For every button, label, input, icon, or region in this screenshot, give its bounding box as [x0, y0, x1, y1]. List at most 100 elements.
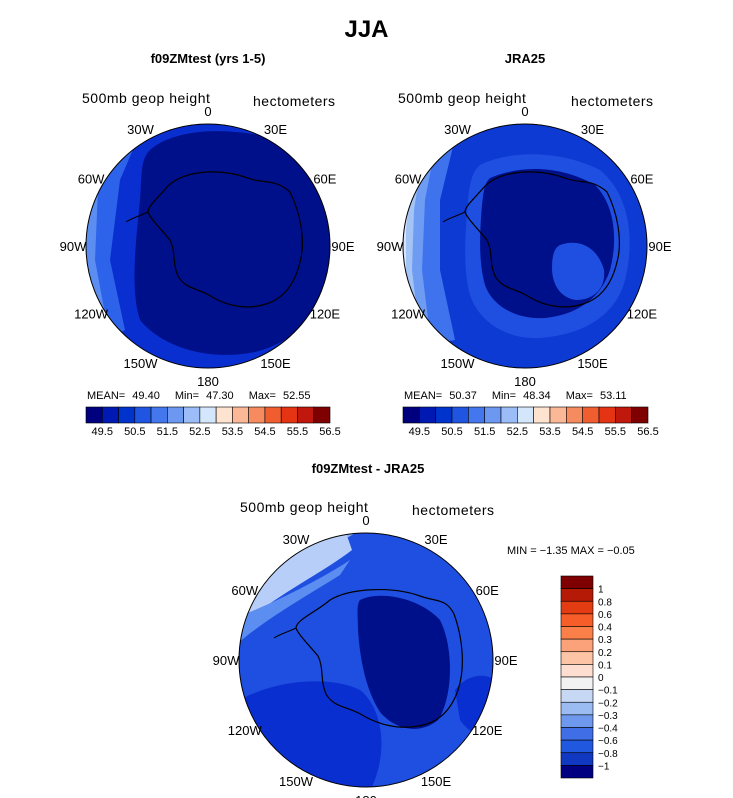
antarctica-coastline-2	[464, 171, 620, 308]
panel-2-variable: 500mb geop height	[398, 90, 527, 106]
colorbar-swatch	[560, 613, 594, 627]
lon-label-1: 30W	[127, 122, 154, 137]
lon-label-1: 90E	[331, 239, 354, 254]
colorbar-swatch	[560, 575, 594, 589]
colorbar-tick-label: 53.5	[539, 426, 560, 438]
panel-2-title: JRA25	[504, 51, 546, 66]
lon-label-3: 30W	[283, 532, 310, 547]
colorbar-tick-label: 0.4	[598, 623, 612, 634]
panel-1-title: f09ZMtest (yrs 1-5)	[150, 51, 266, 66]
panel-3-minmax: MIN = −1.35 MAX = −0.05	[507, 545, 635, 557]
colorbar-tick-label: 52.5	[189, 426, 210, 438]
lon-label-3: 120W	[228, 723, 263, 738]
lon-label-2: 60W	[395, 172, 422, 187]
colorbar-swatch	[517, 406, 534, 424]
map-3-field-core	[357, 595, 450, 729]
colorbar-tick-label: 56.5	[637, 426, 658, 438]
colorbar-swatch	[313, 406, 331, 424]
colorbar-swatch	[560, 676, 594, 690]
min-label: Min=	[174, 390, 200, 402]
colorbar-swatch	[566, 406, 583, 424]
figure-title: JJA	[344, 16, 389, 43]
colorbar-tick-label: 56.5	[319, 426, 340, 438]
colorbar-swatch	[85, 406, 103, 424]
map-2-field-lobe	[552, 242, 605, 300]
lon-label-1: 30E	[264, 122, 287, 137]
lon-label-1: 120E	[310, 307, 341, 322]
map-2-field-core	[480, 168, 615, 319]
panel-3-title: f09ZMtest - JRA25	[311, 461, 425, 476]
colorbar-panel-1: 49.5 50.5 51.5 52.5 53.5 54.5 55.5 56.5	[85, 406, 341, 438]
mean-label: MEAN=	[404, 390, 443, 402]
colorbar-swatch	[560, 727, 594, 741]
colorbar-swatch	[468, 406, 485, 424]
max-label: Max=	[565, 390, 593, 402]
peninsula-coastline-3	[273, 627, 297, 639]
colorbar-panel-2: 49.5 50.5 51.5 52.5 53.5 54.5 55.5 56.5	[402, 406, 659, 438]
colorbar-swatch	[484, 406, 502, 424]
colorbar-swatch	[101, 406, 119, 424]
colorbar-difference: 10.8 0.6 0.40.3 0.20.1 0 −0.1−0.2 −0.3 −0.4−0.6…	[560, 575, 618, 779]
colorbar-tick-label: 55.5	[605, 426, 626, 438]
map-1-boundary	[85, 123, 331, 369]
colorbar-tick-label: 54.5	[572, 426, 593, 438]
panel-1-variable: 500mb geop height	[82, 90, 211, 106]
colorbar-swatch	[134, 406, 152, 424]
colorbar-swatch	[264, 406, 282, 424]
colorbar-tick-label: 0	[598, 673, 604, 684]
colorbar-tick-label: −0.1	[598, 686, 618, 697]
min-value: 48.34	[523, 390, 551, 402]
lon-label-2: 0	[521, 104, 528, 119]
lon-label-2: 120W	[391, 307, 426, 322]
colorbar-tick-label: 51.5	[157, 426, 178, 438]
map-1-field-core	[134, 131, 330, 355]
colorbar-tick-label: 0.8	[598, 597, 612, 608]
min-value: 47.30	[206, 390, 234, 402]
panel-3-variable: 500mb geop height	[240, 499, 369, 515]
colorbar-swatch	[118, 406, 136, 424]
colorbar-swatch	[560, 588, 594, 602]
lon-label-2: 180	[514, 374, 536, 389]
max-value: 52.55	[282, 390, 311, 402]
colorbar-swatch	[560, 739, 594, 754]
lon-label-2: 150E	[577, 356, 608, 371]
colorbar-tick-label: 0.3	[598, 635, 612, 646]
lon-label-3: 60W	[231, 583, 258, 598]
colorbar-tick-label: 0.1	[598, 660, 612, 671]
lon-label-2: 150W	[441, 356, 476, 371]
min-label: Min=	[491, 390, 517, 402]
colorbar-swatch	[560, 600, 594, 615]
lon-label-3: 90E	[494, 653, 517, 668]
lon-label-1: 150E	[260, 356, 291, 371]
lon-label-3: 0	[362, 513, 369, 528]
lon-label-2: 30E	[581, 122, 604, 137]
lon-label-1: 150W	[124, 356, 159, 371]
colorbar-tick-label: 52.5	[507, 426, 528, 438]
colorbar-swatch	[297, 406, 315, 424]
antarctica-coastline-3	[295, 589, 463, 728]
panel-2-units: hectometers	[571, 93, 654, 109]
lon-label-2: 90W	[377, 239, 404, 254]
colorbar-swatch	[533, 406, 551, 424]
mean-value: 49.40	[132, 390, 160, 402]
colorbar-swatch	[560, 765, 594, 779]
colorbar-swatch	[451, 406, 469, 424]
colorbar-swatch	[560, 752, 594, 766]
lon-label-3: 90W	[213, 653, 240, 668]
colorbar-tick-label: 0.2	[598, 648, 612, 659]
map-1-field-band	[86, 124, 150, 360]
lon-label-2: 60E	[630, 172, 653, 187]
panel-3-units: hectometers	[412, 502, 495, 518]
colorbar-swatch	[150, 406, 168, 424]
colorbar-swatch	[631, 406, 649, 424]
colorbar-swatch	[560, 651, 594, 665]
colorbar-swatch	[167, 406, 184, 424]
map-panel-3	[238, 532, 494, 788]
lon-label-1: 0	[204, 104, 211, 119]
longitude-labels: 0 30E 60E 90E 120E 150E 180 150W 120W 90W 60W 30W 0 3…	[60, 104, 672, 798]
lon-label-1: 90W	[60, 239, 87, 254]
colorbar-swatch	[598, 406, 616, 424]
colorbar-tick-label: 49.5	[92, 426, 113, 438]
colorbar-tick-label: −0.4	[598, 724, 618, 735]
